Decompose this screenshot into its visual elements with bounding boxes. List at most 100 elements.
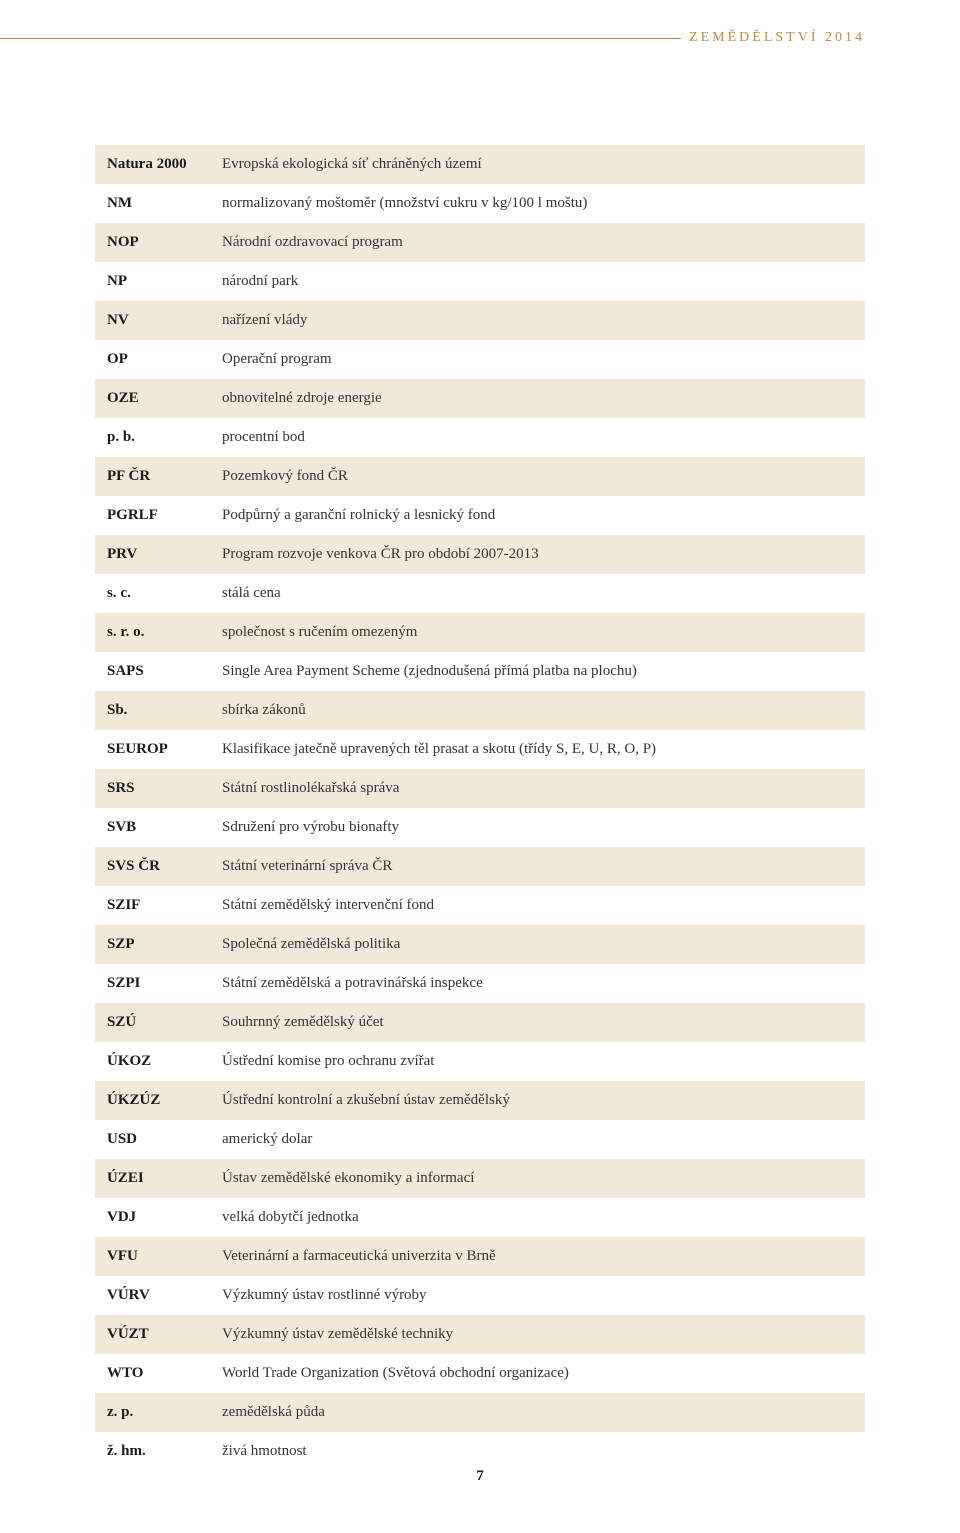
definition-cell: Státní rostlinolékařská správa <box>210 769 865 808</box>
table-row: NVnařízení vlády <box>95 301 865 340</box>
table-row: SZÚSouhrnný zemědělský účet <box>95 1003 865 1042</box>
abbr-cell: SZPI <box>95 964 210 1003</box>
abbr-cell: NOP <box>95 223 210 262</box>
table-row: SEUROPKlasifikace jatečně upravených těl… <box>95 730 865 769</box>
abbr-cell: PRV <box>95 535 210 574</box>
table-row: ÚKOZÚstřední komise pro ochranu zvířat <box>95 1042 865 1081</box>
table-row: Sb.sbírka zákonů <box>95 691 865 730</box>
definition-cell: Single Area Payment Scheme (zjednodušená… <box>210 652 865 691</box>
definition-cell: obnovitelné zdroje energie <box>210 379 865 418</box>
abbr-cell: ž. hm. <box>95 1432 210 1471</box>
abbreviations-table: Natura 2000Evropská ekologická síť chrán… <box>95 145 865 1471</box>
definition-cell: Veterinární a farmaceutická univerzita v… <box>210 1237 865 1276</box>
definition-cell: Státní veterinární správa ČR <box>210 847 865 886</box>
abbr-cell: z. p. <box>95 1393 210 1432</box>
table-row: ÚZEIÚstav zemědělské ekonomiky a informa… <box>95 1159 865 1198</box>
abbr-cell: s. r. o. <box>95 613 210 652</box>
definition-cell: velká dobytčí jednotka <box>210 1198 865 1237</box>
definition-cell: Výzkumný ústav rostlinné výroby <box>210 1276 865 1315</box>
abbr-cell: p. b. <box>95 418 210 457</box>
definition-cell: Podpůrný a garanční rolnický a lesnický … <box>210 496 865 535</box>
page-number: 7 <box>0 1468 960 1485</box>
definition-cell: stálá cena <box>210 574 865 613</box>
table-row: Natura 2000Evropská ekologická síť chrán… <box>95 145 865 184</box>
table-row: NOPNárodní ozdravovací program <box>95 223 865 262</box>
abbr-cell: OZE <box>95 379 210 418</box>
table-row: OPOperační program <box>95 340 865 379</box>
abbr-cell: SAPS <box>95 652 210 691</box>
table-row: PGRLFPodpůrný a garanční rolnický a lesn… <box>95 496 865 535</box>
table-row: NPnárodní park <box>95 262 865 301</box>
table-row: s. c.stálá cena <box>95 574 865 613</box>
abbr-cell: ÚZEI <box>95 1159 210 1198</box>
abbr-cell: VFU <box>95 1237 210 1276</box>
abbr-cell: Natura 2000 <box>95 145 210 184</box>
abbr-cell: OP <box>95 340 210 379</box>
definition-cell: Pozemkový fond ČR <box>210 457 865 496</box>
abbr-cell: SZP <box>95 925 210 964</box>
definition-cell: World Trade Organization (Světová obchod… <box>210 1354 865 1393</box>
abbr-cell: PGRLF <box>95 496 210 535</box>
abbr-cell: SRS <box>95 769 210 808</box>
definition-cell: Společná zemědělská politika <box>210 925 865 964</box>
definition-cell: Výzkumný ústav zemědělské techniky <box>210 1315 865 1354</box>
table-row: SZPIStátní zemědělská a potravinářská in… <box>95 964 865 1003</box>
table-row: z. p.zemědělská půda <box>95 1393 865 1432</box>
table-row: p. b.procentní bod <box>95 418 865 457</box>
abbr-cell: VÚZT <box>95 1315 210 1354</box>
definition-cell: Ústřední kontrolní a zkušební ústav země… <box>210 1081 865 1120</box>
abbr-cell: SZÚ <box>95 1003 210 1042</box>
abbr-cell: SVB <box>95 808 210 847</box>
table-row: OZEobnovitelné zdroje energie <box>95 379 865 418</box>
abbr-cell: ÚKZÚZ <box>95 1081 210 1120</box>
definition-cell: společnost s ručením omezeným <box>210 613 865 652</box>
table-row: PF ČRPozemkový fond ČR <box>95 457 865 496</box>
table-row: VÚZTVýzkumný ústav zemědělské techniky <box>95 1315 865 1354</box>
abbr-cell: SVS ČR <box>95 847 210 886</box>
definition-cell: americký dolar <box>210 1120 865 1159</box>
definition-cell: normalizovaný moštoměr (množství cukru v… <box>210 184 865 223</box>
abbr-cell: Sb. <box>95 691 210 730</box>
table-row: s. r. o.společnost s ručením omezeným <box>95 613 865 652</box>
abbr-cell: VÚRV <box>95 1276 210 1315</box>
page-header-title: ZEMĚDĚLSTVÍ 2014 <box>681 30 865 46</box>
definition-cell: Sdružení pro výrobu bionafty <box>210 808 865 847</box>
definition-cell: Ústav zemědělské ekonomiky a informací <box>210 1159 865 1198</box>
table-row: USDamerický dolar <box>95 1120 865 1159</box>
table-row: VÚRVVýzkumný ústav rostlinné výroby <box>95 1276 865 1315</box>
table-row: ž. hm.živá hmotnost <box>95 1432 865 1471</box>
definition-cell: Státní zemědělská a potravinářská inspek… <box>210 964 865 1003</box>
abbr-cell: s. c. <box>95 574 210 613</box>
definition-cell: Operační program <box>210 340 865 379</box>
abbr-cell: NM <box>95 184 210 223</box>
table-row: SVS ČRStátní veterinární správa ČR <box>95 847 865 886</box>
abbr-cell: ÚKOZ <box>95 1042 210 1081</box>
abbr-cell: WTO <box>95 1354 210 1393</box>
table-row: SRSStátní rostlinolékařská správa <box>95 769 865 808</box>
definition-cell: živá hmotnost <box>210 1432 865 1471</box>
definition-cell: Ústřední komise pro ochranu zvířat <box>210 1042 865 1081</box>
abbr-cell: SEUROP <box>95 730 210 769</box>
definition-cell: nařízení vlády <box>210 301 865 340</box>
abbr-cell: USD <box>95 1120 210 1159</box>
definition-cell: procentní bod <box>210 418 865 457</box>
content-area: Natura 2000Evropská ekologická síť chrán… <box>95 145 865 1471</box>
abbr-cell: PF ČR <box>95 457 210 496</box>
abbr-cell: VDJ <box>95 1198 210 1237</box>
definition-cell: Klasifikace jatečně upravených těl prasa… <box>210 730 865 769</box>
abbr-cell: NP <box>95 262 210 301</box>
abbr-cell: NV <box>95 301 210 340</box>
definition-cell: zemědělská půda <box>210 1393 865 1432</box>
table-row: PRVProgram rozvoje venkova ČR pro období… <box>95 535 865 574</box>
table-row: VFUVeterinární a farmaceutická univerzit… <box>95 1237 865 1276</box>
abbr-cell: SZIF <box>95 886 210 925</box>
table-row: WTOWorld Trade Organization (Světová obc… <box>95 1354 865 1393</box>
table-row: SAPSSingle Area Payment Scheme (zjednodu… <box>95 652 865 691</box>
definition-cell: Program rozvoje venkova ČR pro období 20… <box>210 535 865 574</box>
definition-cell: národní park <box>210 262 865 301</box>
definition-cell: sbírka zákonů <box>210 691 865 730</box>
table-row: SZPSpolečná zemědělská politika <box>95 925 865 964</box>
definition-cell: Státní zemědělský intervenční fond <box>210 886 865 925</box>
definition-cell: Souhrnný zemědělský účet <box>210 1003 865 1042</box>
table-row: VDJvelká dobytčí jednotka <box>95 1198 865 1237</box>
